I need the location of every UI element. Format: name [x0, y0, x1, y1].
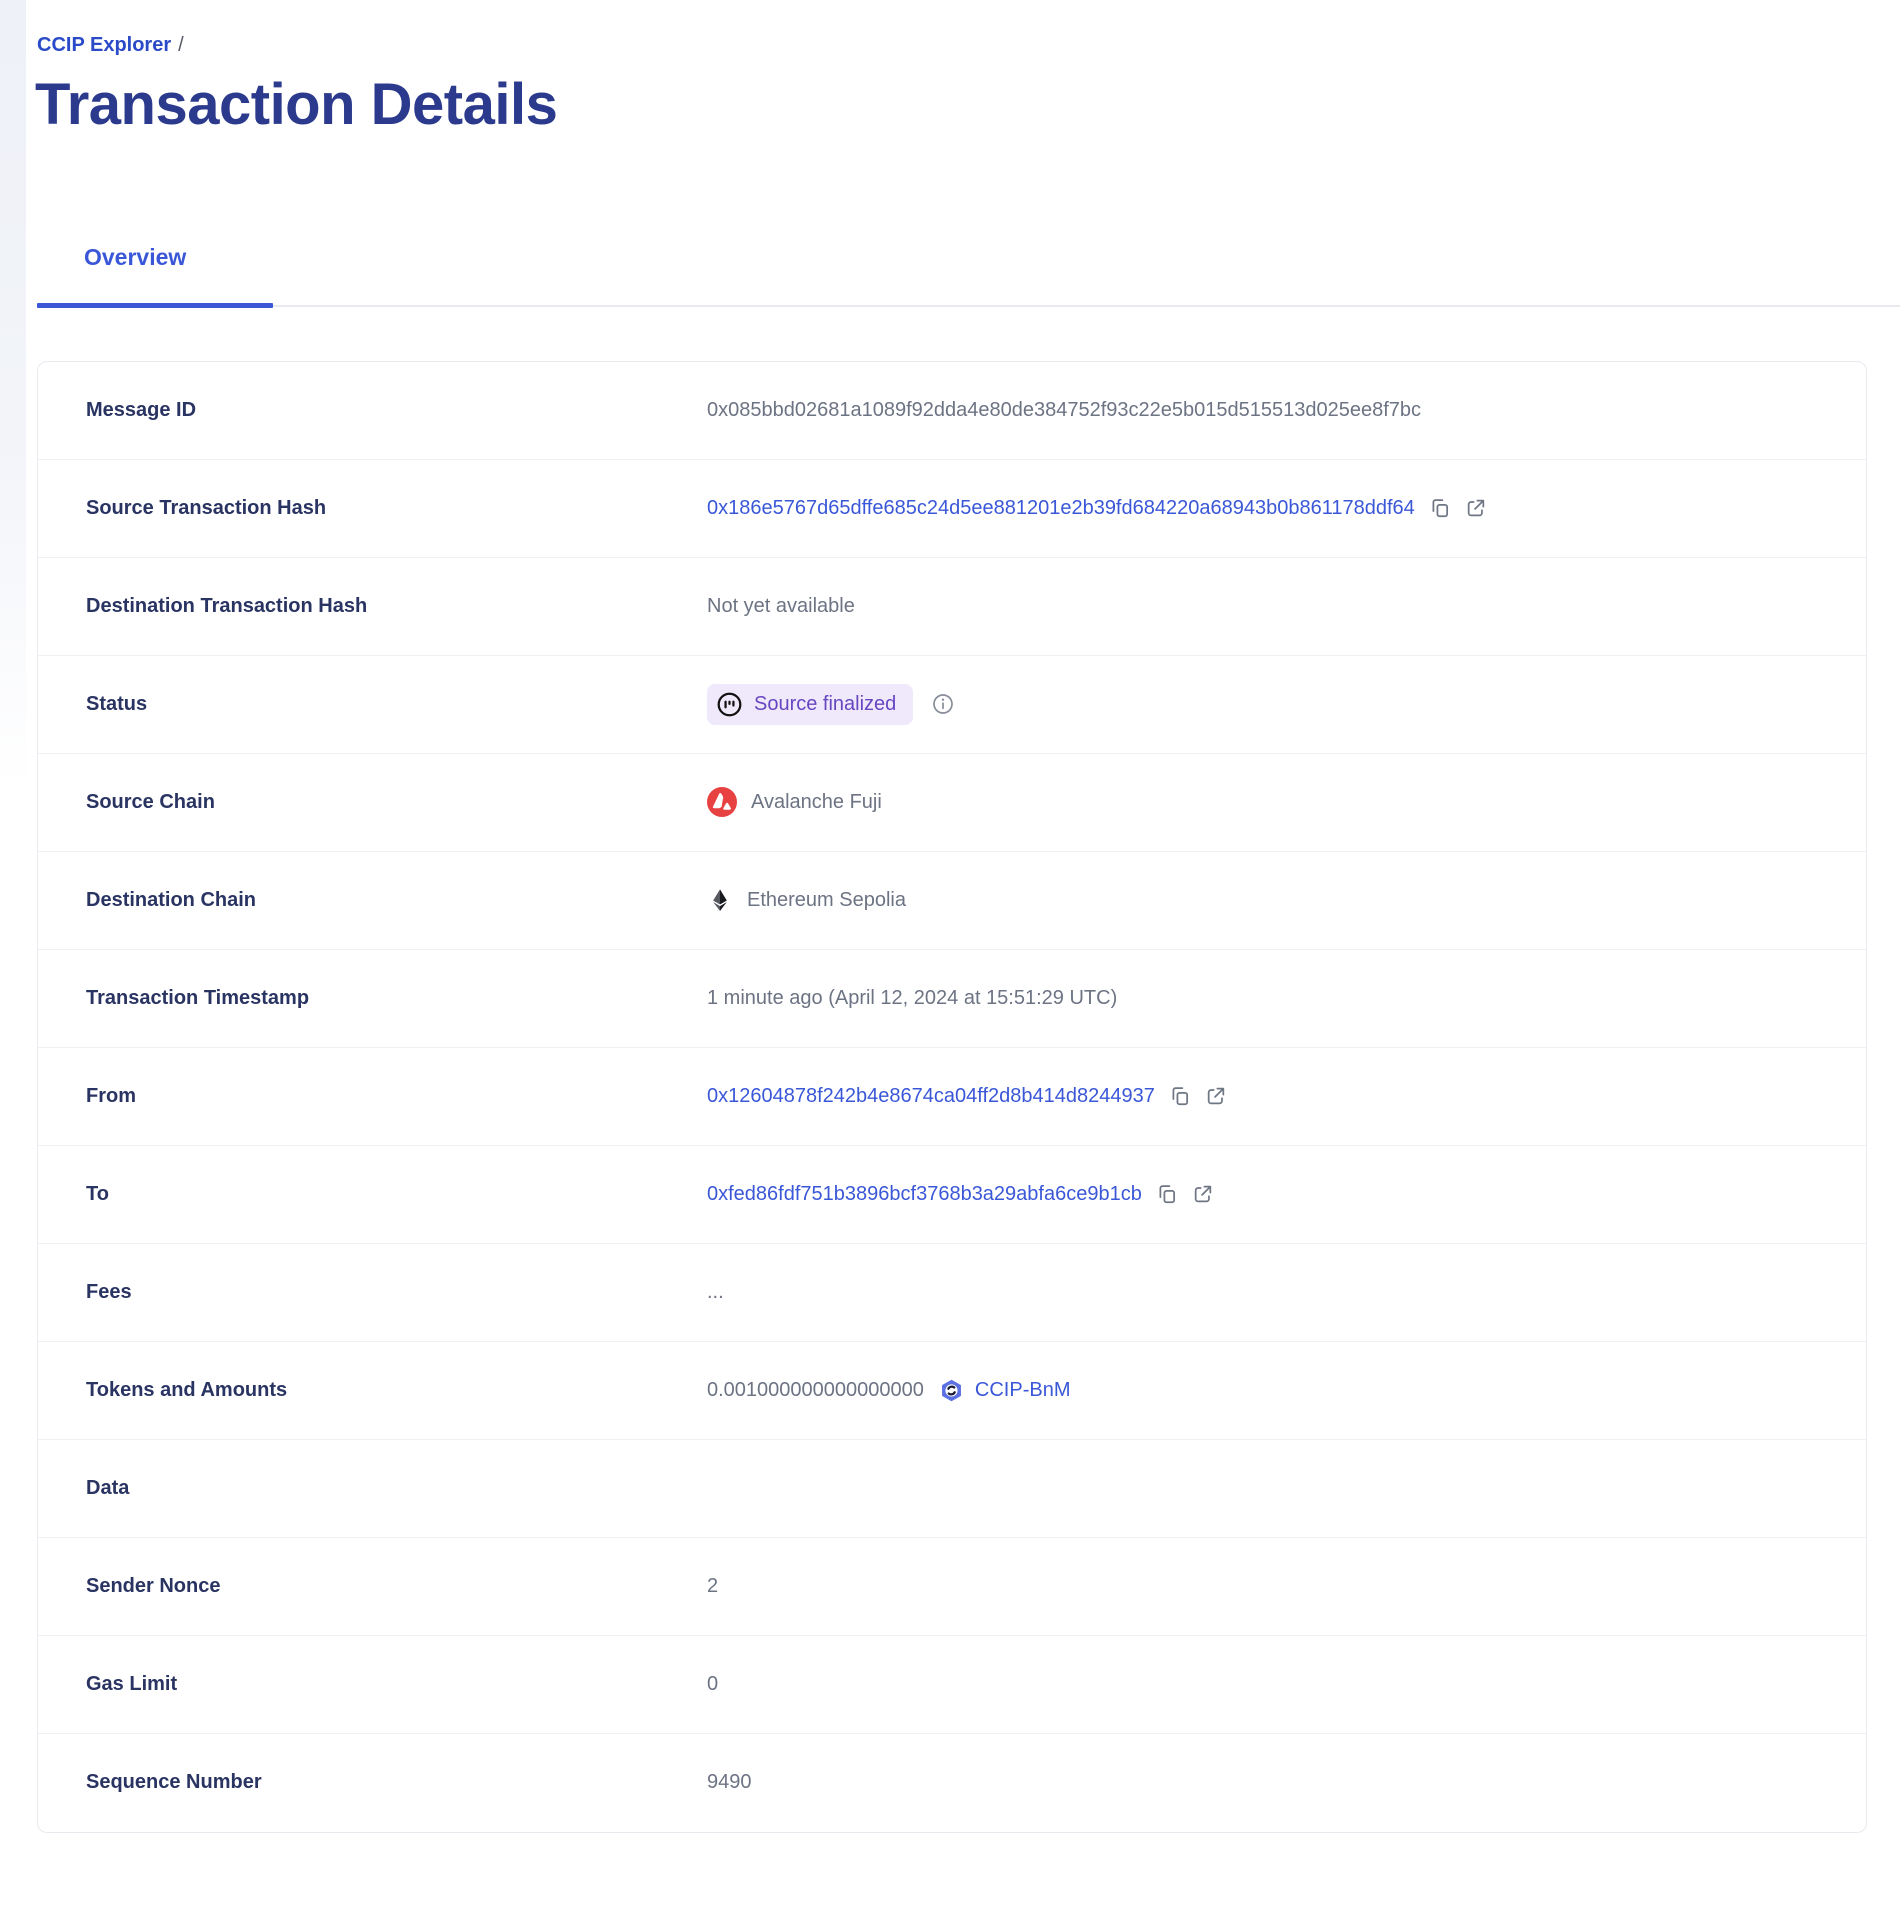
breadcrumb-separator: /: [178, 34, 184, 56]
row-value: 0x12604878f242b4e8674ca04ff2d8b414d82449…: [707, 1085, 1267, 1108]
row-label: Source Transaction Hash: [86, 496, 327, 519]
status-progress-icon: [716, 691, 743, 718]
row-label: Tokens and Amounts: [86, 1378, 288, 1401]
table-row-to: To 0xfed86fdf751b3896bcf3768b3a29abfa6ce9…: [38, 1146, 1866, 1244]
table-row-transaction-timestamp: Transaction Timestamp 1 minute ago (April…: [38, 950, 1866, 1048]
row-value: 9490: [707, 1771, 792, 1794]
left-gradient-strip: [0, 0, 26, 790]
row-value: 0: [707, 1673, 758, 1696]
row-value: Ethereum Sepolia: [707, 887, 946, 913]
from-link[interactable]: 0x12604878f242b4e8674ca04ff2d8b414d82449…: [707, 1084, 1155, 1107]
external-link-icon[interactable]: [1192, 1183, 1214, 1205]
value-text: 1 minute ago (April 12, 2024 at 15:51:29…: [707, 986, 1118, 1009]
status-badge: Source finalized: [707, 683, 914, 725]
row-label: Data: [86, 1476, 130, 1499]
tab-overview[interactable]: Overview: [84, 243, 187, 270]
table-row-sequence-number: Sequence Number 9490: [38, 1734, 1866, 1832]
row-label: Source Chain: [86, 790, 215, 813]
table-row-gas-limit: Gas Limit 0: [38, 1636, 1866, 1734]
table-row-message-id: Message ID 0x085bbd02681a1089f92dda4e80de…: [38, 362, 1866, 460]
row-label: To: [86, 1182, 109, 1205]
row-label: Message ID: [86, 398, 197, 421]
chain-name: Avalanche Fuji: [751, 790, 882, 813]
copy-icon[interactable]: [1169, 1085, 1191, 1107]
table-row-destination-transaction-hash: Destination Transaction Hash Not yet avai…: [38, 558, 1866, 656]
value-text: 0x085bbd02681a1089f92dda4e80de384752f93c…: [707, 398, 1422, 421]
value-text: 2: [707, 1574, 719, 1597]
avalanche-logo-icon: [707, 787, 737, 818]
table-row-source-chain: Source Chain Avalanche Fuji: [38, 754, 1866, 852]
to-link[interactable]: 0xfed86fdf751b3896bcf3768b3a29abfa6ce9b1…: [707, 1182, 1142, 1205]
status-badge-label: Source finalized: [754, 692, 897, 715]
row-value: 0x085bbd02681a1089f92dda4e80de384752f93c…: [707, 399, 1461, 422]
row-label: Sequence Number: [86, 1771, 262, 1794]
transaction-details-table: Message ID 0x085bbd02681a1089f92dda4e80de…: [37, 360, 1867, 1833]
table-row-sender-nonce: Sender Nonce 2: [38, 1538, 1866, 1636]
page-title: Transaction Details: [35, 72, 558, 137]
breadcrumb: CCIP Explorer /: [0, 0, 1900, 57]
table-row-status: Status Source finalized: [38, 656, 1866, 754]
table-row-data: Data: [38, 1440, 1866, 1538]
token-link[interactable]: CCIP-BnM: [974, 1378, 1071, 1401]
row-value: 2: [707, 1575, 758, 1598]
ccip-bnm-token-icon: [938, 1377, 965, 1404]
source-transaction-hash-link[interactable]: 0x186e5767d65dffe685c24d5ee881201e2b39fd…: [707, 496, 1415, 519]
row-label: From: [86, 1084, 136, 1107]
copy-icon[interactable]: [1429, 497, 1451, 519]
row-value: 0.001000000000000000 CCIP-BnM: [707, 1377, 1110, 1404]
breadcrumb-ccip-explorer-link[interactable]: CCIP Explorer: [37, 34, 172, 56]
ethereum-logo-icon: [707, 887, 733, 913]
table-row-tokens-and-amounts: Tokens and Amounts 0.001000000000000000 CC…: [38, 1342, 1866, 1440]
row-label: Destination Chain: [86, 888, 257, 911]
value-text: ...: [707, 1280, 724, 1303]
row-value: ...: [707, 1281, 764, 1304]
info-icon[interactable]: [931, 692, 955, 716]
token-amount: 0.001000000000000000: [707, 1378, 924, 1401]
row-value: Source finalized: [707, 683, 995, 725]
row-label: Sender Nonce: [86, 1574, 221, 1597]
external-link-icon[interactable]: [1465, 497, 1487, 519]
row-label: Destination Transaction Hash: [86, 594, 368, 617]
external-link-icon[interactable]: [1205, 1085, 1227, 1107]
value-text: Not yet available: [707, 594, 855, 617]
tab-bar: Overview: [37, 243, 1900, 309]
value-text: 9490: [707, 1771, 752, 1794]
chain-name: Ethereum Sepolia: [747, 888, 906, 911]
row-label: Status: [86, 692, 148, 715]
row-value: 0x186e5767d65dffe685c24d5ee881201e2b39fd…: [707, 497, 1527, 520]
row-value: Avalanche Fuji: [707, 787, 922, 818]
row-value: 0xfed86fdf751b3896bcf3768b3a29abfa6ce9b1…: [707, 1183, 1254, 1206]
table-row-fees: Fees...: [38, 1244, 1866, 1342]
value-text: 0: [707, 1672, 719, 1695]
copy-icon[interactable]: [1156, 1183, 1178, 1205]
row-label: Fees: [86, 1280, 132, 1303]
row-label: Transaction Timestamp: [86, 986, 310, 1009]
table-row-destination-chain: Destination Chain Ethereum Sepolia: [38, 852, 1866, 950]
row-value: Not yet available: [707, 595, 895, 618]
row-label: Gas Limit: [86, 1672, 178, 1695]
table-row-from: From 0x12604878f242b4e8674ca04ff2d8b414d8…: [38, 1048, 1866, 1146]
row-value: 1 minute ago (April 12, 2024 at 15:51:29…: [707, 987, 1157, 1010]
table-row-source-transaction-hash: Source Transaction Hash 0x186e5767d65dffe…: [38, 460, 1866, 558]
active-tab-indicator: [37, 303, 273, 309]
